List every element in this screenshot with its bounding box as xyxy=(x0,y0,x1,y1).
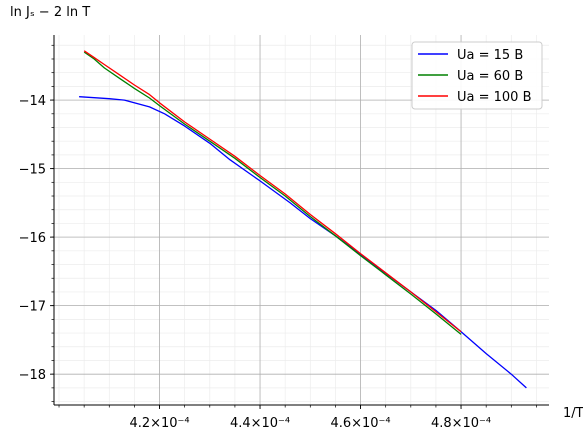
series-line-3 xyxy=(83,50,462,333)
legend-label-1: Ua = 15 B xyxy=(457,48,523,63)
y-tick-label: −15 xyxy=(19,163,46,178)
x-tick-label: 4.6×10⁻⁴ xyxy=(330,416,390,431)
tick-labels: 4.2×10⁻⁴ 4.4×10⁻⁴ 4.6×10⁻⁴ 4.8×10⁻⁴ −14 −15 −1… xyxy=(19,94,492,431)
legend-label-2: Ua = 60 B xyxy=(457,69,523,84)
y-tick-label: −18 xyxy=(19,368,46,383)
x-tick-label: 4.2×10⁻⁴ xyxy=(129,416,189,431)
x-tick-label: 4.4×10⁻⁴ xyxy=(230,416,290,431)
series-layer xyxy=(79,50,527,389)
y-tick-label: −17 xyxy=(19,300,46,315)
axes xyxy=(53,35,549,406)
legend-label-3: Ua = 100 B xyxy=(457,90,532,105)
ticks xyxy=(50,44,537,409)
series-line-2 xyxy=(83,51,462,335)
series-line-1 xyxy=(79,96,527,389)
x-axis-label: 1/T xyxy=(563,406,583,421)
y-tick-label: −14 xyxy=(19,94,46,109)
x-tick-label: 4.8×10⁻⁴ xyxy=(431,416,491,431)
legend-frame xyxy=(411,41,543,110)
y-tick-label: −16 xyxy=(19,231,46,246)
legend: Ua = 15 B Ua = 60 B Ua = 100 B xyxy=(411,41,543,110)
y-axis-label: ln Jₛ − 2 ln T xyxy=(10,5,90,20)
